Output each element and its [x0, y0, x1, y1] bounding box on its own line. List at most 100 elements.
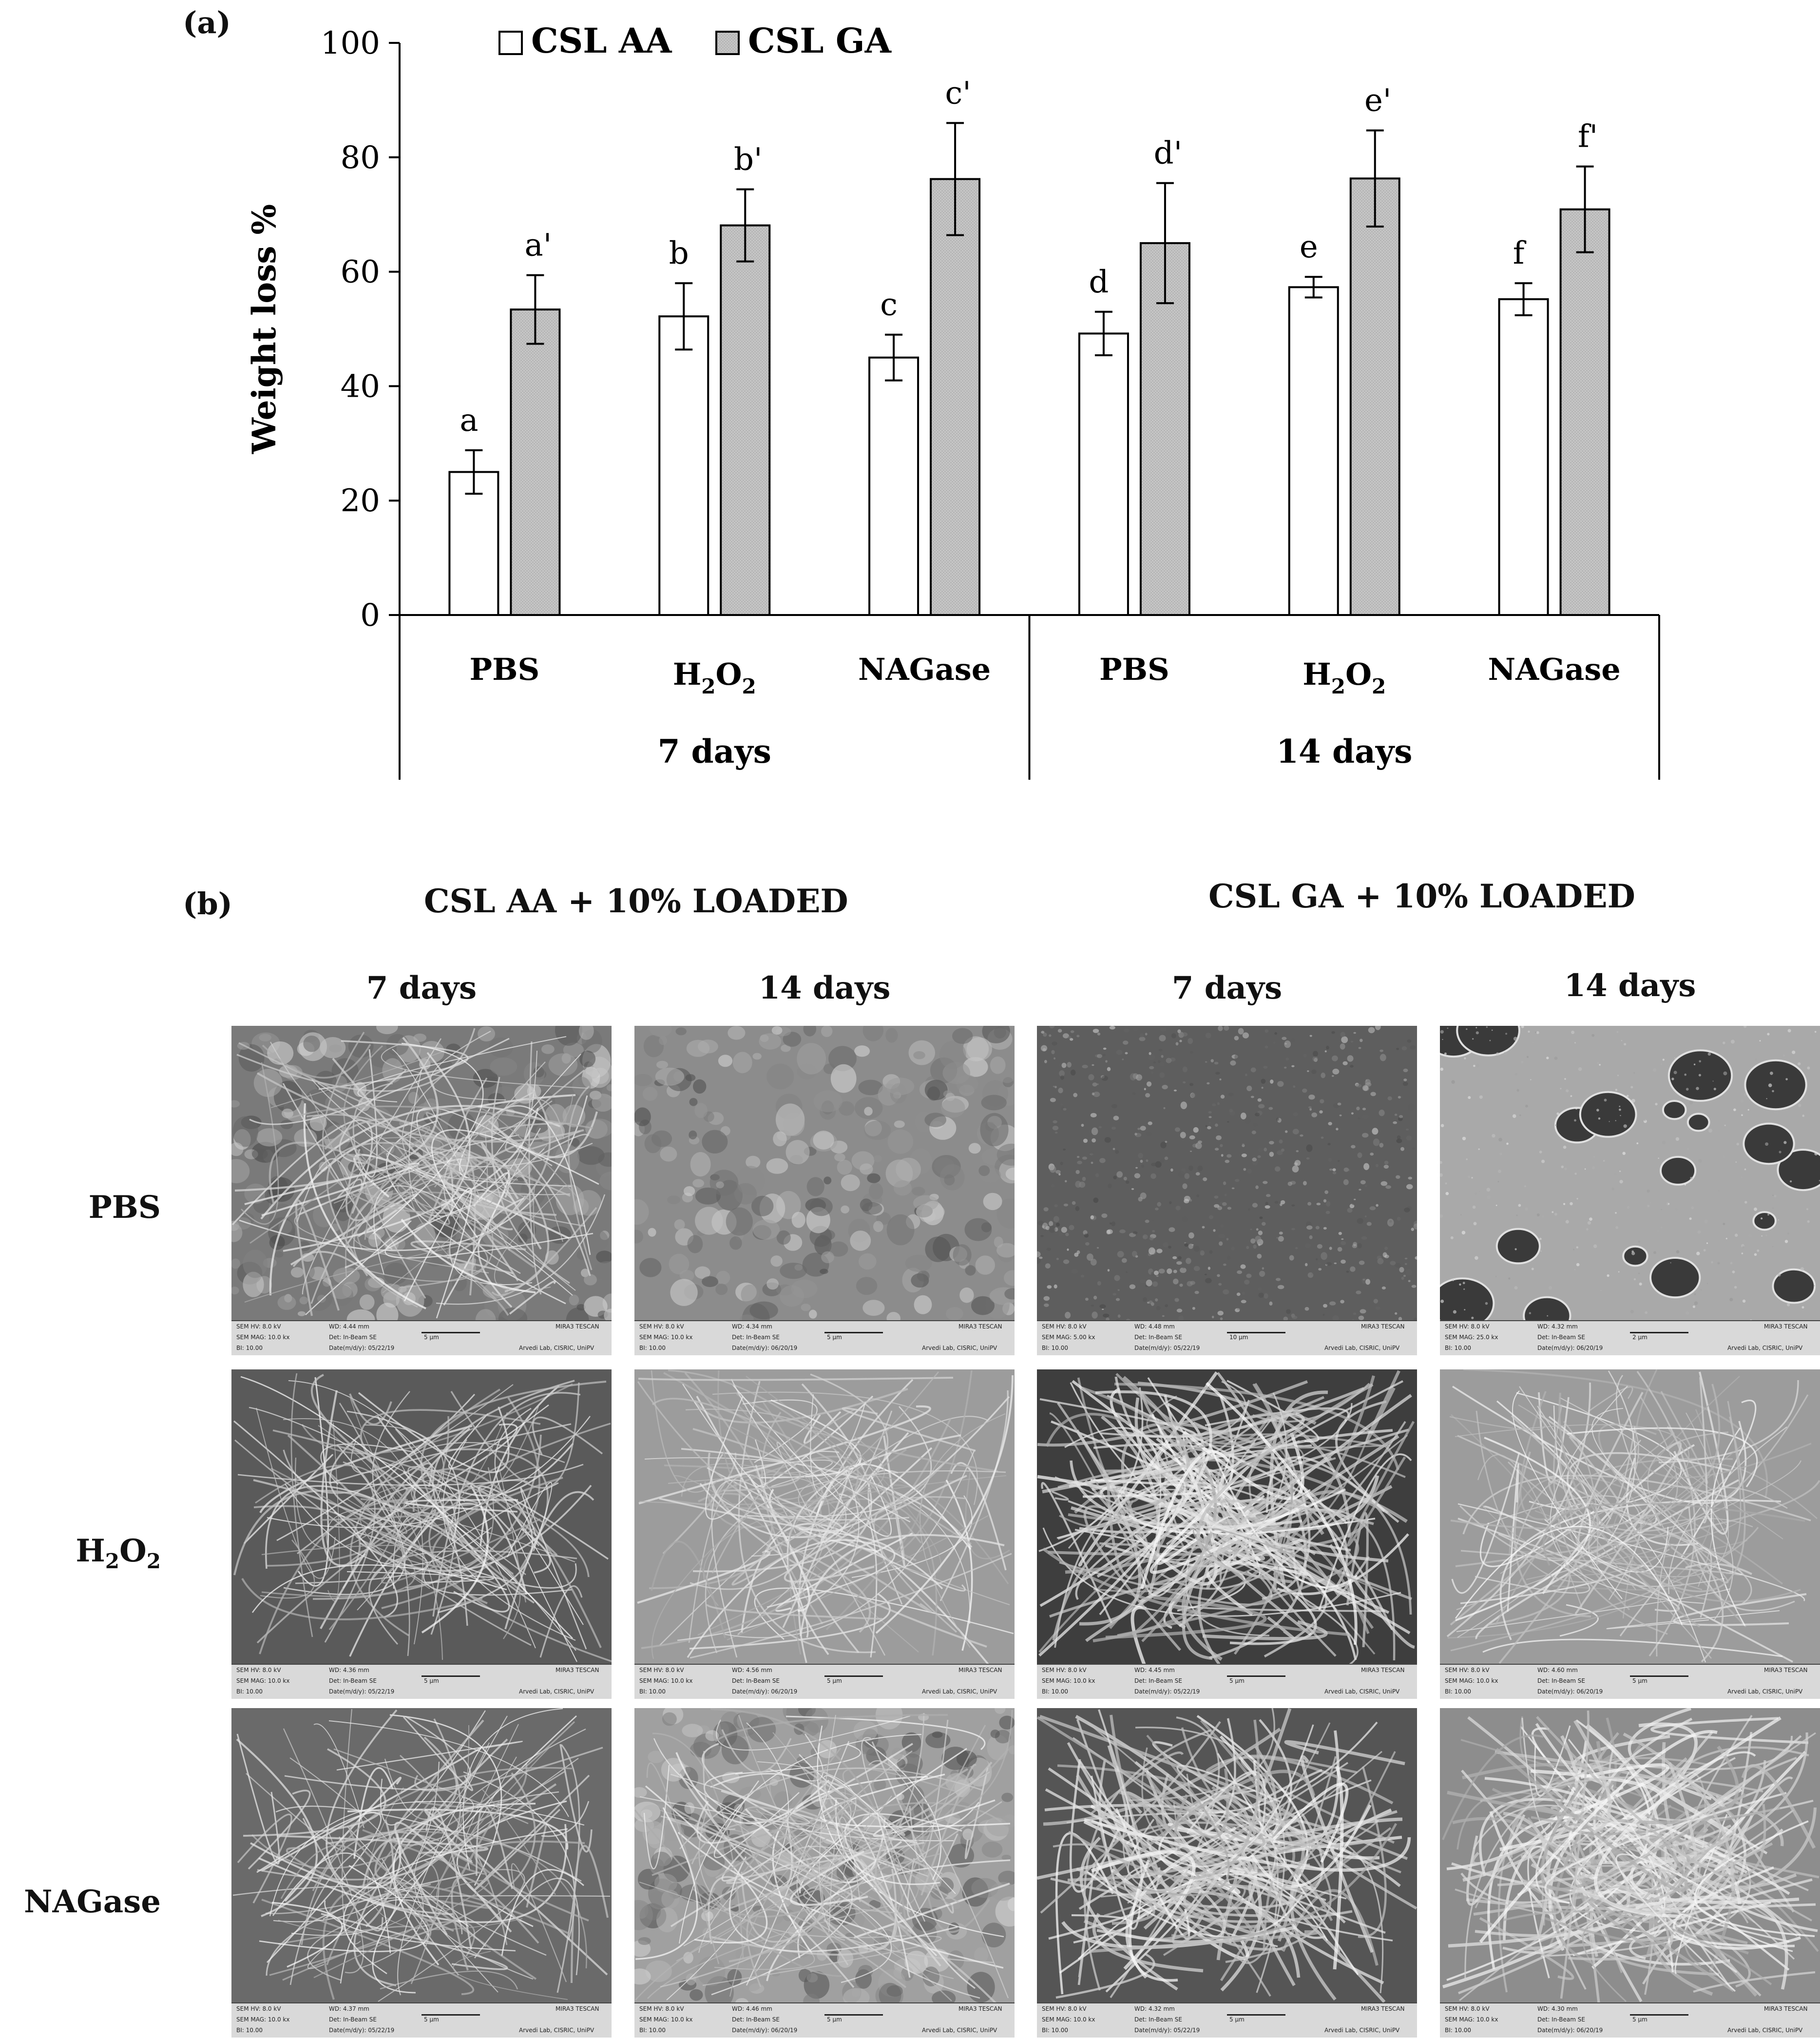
scale-bar-line — [1630, 1675, 1688, 1677]
sem-info-text: BI: 10.00 — [1042, 2027, 1068, 2034]
sem-info-text: Date(m/d/y): 05/22/19 — [329, 1688, 395, 1695]
sem-micrograph: SEM HV: 8.0 kV WD: 4.32 mm MIRA3 TESCAN SEM… — [1440, 1026, 1820, 1355]
sem-info-text: Det: In-Beam SE — [1537, 1677, 1585, 1684]
sem-info-bar: SEM HV: 8.0 kV WD: 4.32 mm MIRA3 TESCAN SEM… — [1440, 1320, 1820, 1355]
sem-info-bar: SEM HV: 8.0 kV WD: 4.45 mm MIRA3 TESCAN SEM… — [1037, 1664, 1417, 1699]
x-tick-label: PBS — [1099, 652, 1169, 687]
sem-info-text: MIRA3 TESCAN — [556, 1323, 599, 1330]
scale-bar-line — [421, 1332, 480, 1333]
sem-micrograph: SEM HV: 8.0 kV WD: 4.60 mm MIRA3 TESCAN SEM… — [1440, 1369, 1820, 1699]
scale-bar-line — [1630, 1332, 1688, 1333]
sem-info-text: Date(m/d/y): 06/20/19 — [1537, 1688, 1603, 1695]
sem-info-text: Arvedi Lab, CISRIC, UniPV — [1727, 1688, 1803, 1695]
sem-info-text: SEM MAG: 10.0 kx — [1445, 2016, 1498, 2023]
y-tick-label: 60 — [341, 254, 380, 290]
y-tick-label: 80 — [341, 140, 380, 176]
sem-info-text: SEM MAG: 25.0 kx — [1445, 1334, 1498, 1341]
sem-info-text: Date(m/d/y): 05/22/19 — [1134, 1688, 1200, 1695]
sem-info-text: WD: 4.44 mm — [329, 1323, 369, 1330]
bar-csl-ga — [720, 224, 771, 616]
significance-letter: a — [460, 403, 478, 439]
x-tick-label: H2O2 — [673, 656, 756, 698]
sem-micrograph: SEM HV: 8.0 kV WD: 4.30 mm MIRA3 TESCAN SEM… — [1440, 1708, 1820, 2038]
header-csl-aa: CSL AA + 10% LOADED — [424, 882, 848, 920]
significance-letter: c — [880, 287, 898, 323]
sem-micrograph: SEM HV: 8.0 kV WD: 4.32 mm MIRA3 TESCAN SEM… — [1037, 1708, 1417, 2038]
scale-bar-line — [1630, 2014, 1688, 2016]
sem-info-text: Date(m/d/y): 06/20/19 — [1537, 2027, 1603, 2034]
scale-bar-line — [824, 1332, 883, 1333]
sem-info-text: WD: 4.32 mm — [1134, 2005, 1175, 2012]
sem-info-text: Date(m/d/y): 06/20/19 — [1537, 1345, 1603, 1351]
sem-info-text: MIRA3 TESCAN — [1361, 1667, 1405, 1674]
sem-info-text: SEM HV: 8.0 kV — [1445, 2005, 1490, 2012]
sem-info-bar: SEM HV: 8.0 kV WD: 4.56 mm MIRA3 TESCAN SEM… — [634, 1664, 1015, 1699]
sem-info-text: WD: 4.48 mm — [1134, 1323, 1175, 1330]
sem-micrograph: SEM HV: 8.0 kV WD: 4.46 mm MIRA3 TESCAN SEM… — [634, 1708, 1015, 2038]
bar-csl-aa — [658, 315, 709, 616]
sem-info-text: 5 µm — [827, 1334, 842, 1341]
sem-info-text: SEM HV: 8.0 kV — [1445, 1667, 1490, 1674]
sem-info-text: Date(m/d/y): 05/22/19 — [1134, 2027, 1200, 2034]
scale-bar-line — [421, 1675, 480, 1677]
bar-csl-ga — [1559, 208, 1610, 616]
bar-csl-ga — [1139, 242, 1190, 616]
header-csl-ga: CSL GA + 10% LOADED — [1208, 877, 1635, 915]
column-head: 14 days — [1564, 967, 1696, 1004]
sem-info-text: SEM HV: 8.0 kV — [236, 1323, 281, 1330]
weight-loss-chart: 0 20 40 60 80 100 Weight loss % a a' PBS b b' H2O2 c c… — [245, 20, 1660, 780]
sem-micrograph: SEM HV: 8.0 kV WD: 4.37 mm MIRA3 TESCAN SEM… — [231, 1708, 612, 2038]
sem-info-text: BI: 10.00 — [639, 2027, 666, 2034]
significance-letter: f — [1513, 235, 1527, 271]
significance-letter: e' — [1364, 83, 1391, 119]
group-label: 7 days — [658, 732, 771, 770]
sem-info-text: Det: In-Beam SE — [1537, 2016, 1585, 2023]
sem-info-text: Det: In-Beam SE — [1134, 1677, 1182, 1684]
bar-csl-aa — [1498, 298, 1549, 616]
sem-info-text: Arvedi Lab, CISRIC, UniPV — [922, 1345, 997, 1351]
bar-csl-aa — [1078, 332, 1129, 616]
sem-info-text: BI: 10.00 — [1042, 1345, 1068, 1351]
sem-info-text: Det: In-Beam SE — [732, 1677, 780, 1684]
y-tick-label: 40 — [341, 368, 380, 404]
sem-info-text: WD: 4.36 mm — [329, 1667, 369, 1674]
sem-info-text: WD: 4.45 mm — [1134, 1667, 1175, 1674]
sem-info-text: SEM MAG: 5.00 kx — [1042, 1334, 1095, 1341]
significance-letter: c' — [945, 75, 971, 111]
significance-letter: e — [1300, 229, 1318, 265]
sem-info-text: MIRA3 TESCAN — [1361, 1323, 1405, 1330]
sem-info-bar: SEM HV: 8.0 kV WD: 4.44 mm MIRA3 TESCAN SEM… — [231, 1320, 612, 1355]
sem-info-text: 5 µm — [1229, 1677, 1245, 1684]
scale-bar-line — [824, 1675, 883, 1677]
sem-info-text: MIRA3 TESCAN — [556, 2005, 599, 2012]
sem-info-text: Det: In-Beam SE — [1537, 1334, 1585, 1341]
bar-csl-ga — [510, 308, 561, 616]
sem-info-text: Det: In-Beam SE — [329, 1677, 377, 1684]
x-tick-label: H2O2 — [1303, 656, 1386, 698]
x-tick-label: PBS — [470, 652, 540, 687]
sem-info-text: SEM MAG: 10.0 kx — [639, 2016, 693, 2023]
sem-micrograph: SEM HV: 8.0 kV WD: 4.36 mm MIRA3 TESCAN SEM… — [231, 1369, 612, 1699]
sem-info-text: Arvedi Lab, CISRIC, UniPV — [1727, 1345, 1803, 1351]
sem-info-text: MIRA3 TESCAN — [1361, 2005, 1405, 2012]
sem-info-text: WD: 4.37 mm — [329, 2005, 369, 2012]
sem-info-text: Det: In-Beam SE — [732, 1334, 780, 1341]
sem-info-text: BI: 10.00 — [639, 1345, 666, 1351]
sem-info-text: Date(m/d/y): 05/22/19 — [329, 2027, 395, 2034]
sem-info-text: SEM MAG: 10.0 kx — [236, 1677, 290, 1684]
sem-info-text: BI: 10.00 — [639, 1688, 666, 1695]
sem-info-text: MIRA3 TESCAN — [556, 1667, 599, 1674]
sem-info-text: 5 µm — [827, 2016, 842, 2023]
sem-info-text: BI: 10.00 — [236, 2027, 263, 2034]
sem-info-bar: SEM HV: 8.0 kV WD: 4.48 mm MIRA3 TESCAN SEM… — [1037, 1320, 1417, 1355]
sem-info-text: SEM HV: 8.0 kV — [1042, 2005, 1087, 2012]
sem-info-text: MIRA3 TESCAN — [1764, 1323, 1808, 1330]
sem-info-text: SEM HV: 8.0 kV — [236, 1667, 281, 1674]
sem-micrograph: SEM HV: 8.0 kV WD: 4.45 mm MIRA3 TESCAN SEM… — [1037, 1369, 1417, 1699]
sem-info-text: Date(m/d/y): 05/22/19 — [329, 1345, 395, 1351]
sem-info-text: SEM HV: 8.0 kV — [1042, 1667, 1087, 1674]
sem-info-text: Arvedi Lab, CISRIC, UniPV — [1727, 2027, 1803, 2034]
sem-info-text: 5 µm — [1632, 1677, 1648, 1684]
sem-info-text: SEM HV: 8.0 kV — [639, 1667, 684, 1674]
significance-letter: d — [1089, 264, 1109, 300]
